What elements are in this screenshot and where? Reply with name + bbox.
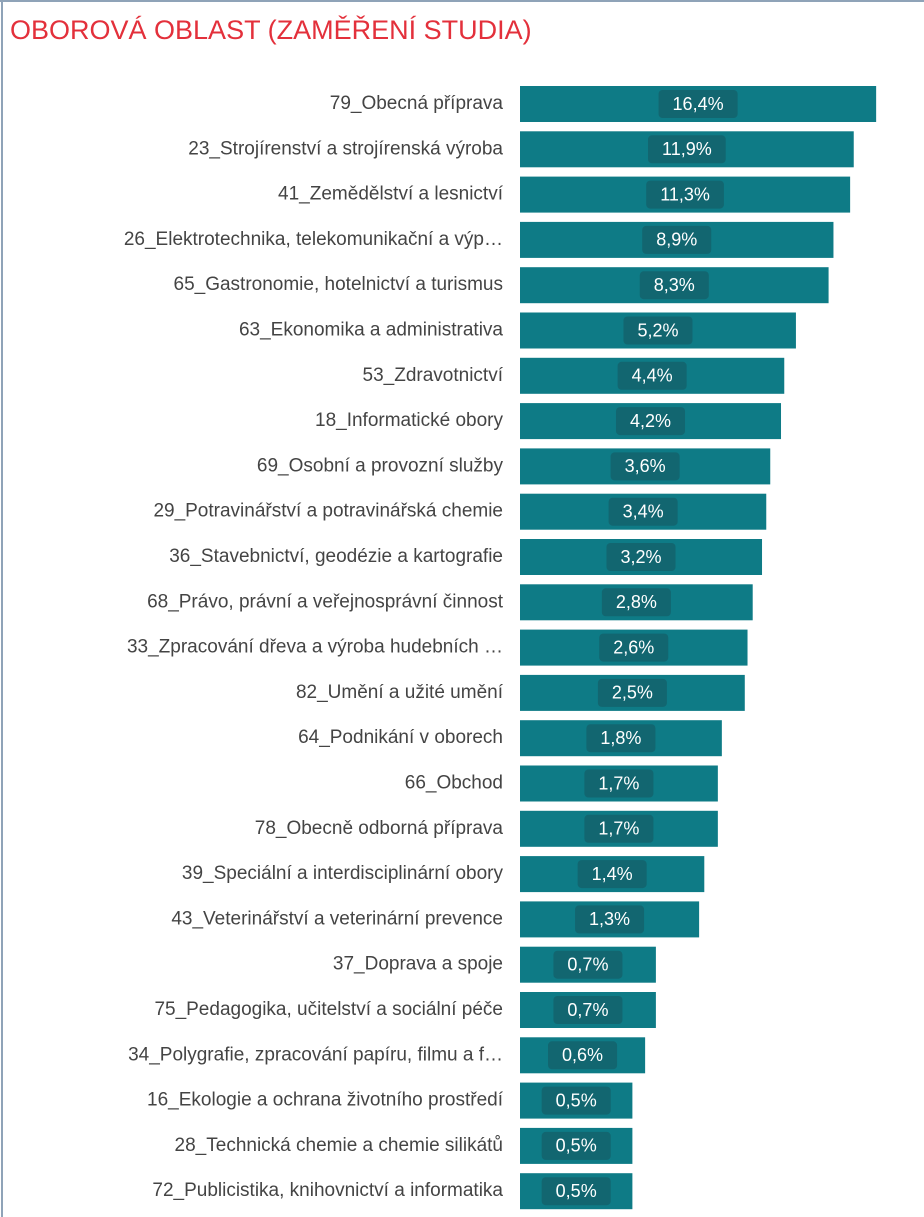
value-label: 4,2% xyxy=(630,411,671,431)
label-pill xyxy=(541,1177,611,1206)
value-label: 16,4% xyxy=(673,94,724,114)
value-label: 1,7% xyxy=(598,773,639,793)
label-pill xyxy=(658,90,738,118)
category-label: 29_Potravinářství a potravinářská chemie xyxy=(153,501,503,522)
value-label: 1,8% xyxy=(600,728,641,748)
value-label: 0,7% xyxy=(567,954,608,974)
value-label: 4,4% xyxy=(632,366,673,386)
value-label: 2,8% xyxy=(616,592,657,612)
label-pill xyxy=(639,271,709,300)
category-label: 68_Právo, právní a veřejnosprávní činnos… xyxy=(147,591,504,612)
value-label: 0,6% xyxy=(562,1045,603,1065)
label-pill xyxy=(642,225,712,254)
value-label: 11,9% xyxy=(662,139,712,159)
label-pill xyxy=(553,950,623,979)
label-pill xyxy=(610,452,680,481)
label-pill xyxy=(599,633,669,662)
label-pill xyxy=(615,407,686,436)
category-label: 53_Zdravotnictví xyxy=(363,365,504,386)
value-label: 3,2% xyxy=(620,547,661,567)
category-label: 79_Obecná příprava xyxy=(330,93,504,114)
category-label: 78_Obecně odborná příprava xyxy=(255,818,504,839)
category-label: 66_Obchod xyxy=(405,773,503,794)
label-pill xyxy=(584,769,654,798)
value-label: 8,9% xyxy=(656,230,697,250)
label-pill xyxy=(648,135,726,164)
value-label: 0,5% xyxy=(556,1090,597,1110)
category-label: 33_Zpracování dřeva a výroba hudebních … xyxy=(127,637,503,658)
label-pill xyxy=(584,814,654,843)
category-label: 39_Speciální a interdisciplinární obory xyxy=(182,863,504,884)
category-label: 36_Stavebnictví, geodézie a kartografie xyxy=(169,546,503,567)
category-label: 82_Umění a užité umění xyxy=(296,682,504,703)
value-label: 3,4% xyxy=(623,501,664,521)
label-pill xyxy=(608,497,678,526)
label-pill xyxy=(597,678,667,707)
category-label: 18_Informatické obory xyxy=(315,410,503,431)
label-pill xyxy=(541,1086,611,1115)
label-pill xyxy=(623,316,693,345)
category-label: 41_Zemědělství a lesnictví xyxy=(278,184,504,205)
value-label: 0,5% xyxy=(556,1136,597,1156)
value-label: 11,3% xyxy=(660,184,710,204)
label-pill xyxy=(606,543,676,571)
value-label: 1,4% xyxy=(592,864,633,884)
category-label: 63_Ekonomika a administrativa xyxy=(239,320,503,341)
category-label: 43_Veterinářství a veterinární prevence xyxy=(171,908,503,929)
value-label: 0,7% xyxy=(567,1000,608,1020)
value-label: 2,5% xyxy=(612,683,653,703)
value-label: 3,6% xyxy=(625,456,666,476)
category-label: 26_Elektrotechnika, telekomunikační a vý… xyxy=(124,229,503,250)
category-label: 37_Doprava a spoje xyxy=(333,954,503,975)
value-label: 2,6% xyxy=(613,637,654,657)
value-label: 0,5% xyxy=(556,1181,597,1201)
label-pill xyxy=(575,905,645,934)
value-label: 1,3% xyxy=(589,909,630,929)
category-label: 23_Strojírenství a strojírenská výroba xyxy=(188,138,503,159)
category-label: 28_Technická chemie a chemie silikátů xyxy=(175,1135,503,1156)
category-label: 72_Publicistika, knihovnictví a informat… xyxy=(152,1180,503,1201)
category-label: 64_Podnikání v oborech xyxy=(298,727,503,748)
label-pill xyxy=(577,860,647,889)
label-pill xyxy=(617,361,687,390)
category-label: 34_Polygrafie, zpracování papíru, filmu … xyxy=(128,1044,503,1065)
value-label: 5,2% xyxy=(637,320,678,340)
value-label: 1,7% xyxy=(598,819,639,839)
category-label: 65_Gastronomie, hotelnictví a turismus xyxy=(174,274,504,295)
label-pill xyxy=(646,180,724,209)
label-pill xyxy=(541,1131,611,1160)
category-label: 69_Osobní a provozní služby xyxy=(257,455,504,476)
label-pill xyxy=(553,996,623,1024)
label-pill xyxy=(586,724,656,753)
value-label: 8,3% xyxy=(654,275,695,295)
label-pill xyxy=(601,588,671,617)
category-label: 16_Ekologie a ochrana životního prostřed… xyxy=(147,1090,504,1111)
chart-title: OBOROVÁ OBLAST (ZAMĚŘENÍ STUDIA) xyxy=(10,14,532,45)
category-label: 75_Pedagogika, učitelství a sociální péč… xyxy=(154,999,503,1020)
label-pill xyxy=(548,1041,618,1070)
